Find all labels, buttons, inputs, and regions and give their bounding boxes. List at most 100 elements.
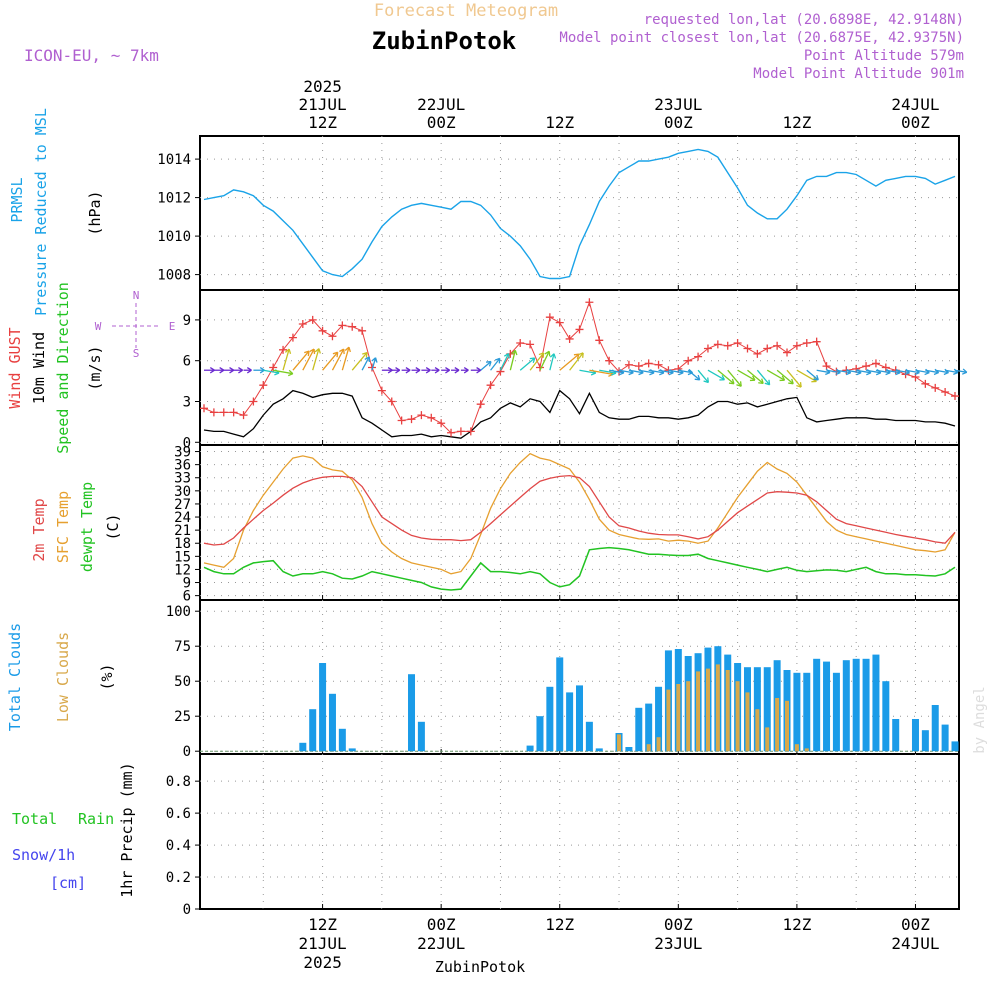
bottom-axis-label: 00Z — [427, 915, 456, 934]
wind-arrow-head — [549, 353, 557, 359]
series-line-10m-wind — [203, 389, 956, 439]
side-label-10m-wind: 10m Wind — [30, 332, 48, 404]
panel-frame — [199, 753, 960, 910]
y-axis-label: (m/s) — [86, 345, 104, 390]
bottom-axis-label: 24JUL — [891, 934, 939, 953]
bar-low-clouds — [666, 689, 671, 752]
compass-s: S — [133, 347, 140, 360]
panel-wind: 0 3 6 9 Wind GUST 10m Wind Speed and Direction… — [6, 282, 968, 454]
gust-marker — [298, 319, 307, 328]
wind-arrow — [371, 357, 377, 371]
y-tick-label: 24 — [174, 510, 191, 526]
y-tick-label: 50 — [174, 674, 191, 690]
wind-arrow — [312, 348, 320, 371]
bar-low-clouds — [785, 700, 790, 752]
side-label-wind-speed-dir: Speed and Direction — [54, 282, 72, 454]
gust-marker — [259, 381, 268, 390]
gust-marker — [931, 383, 940, 392]
wind-arrow — [747, 369, 764, 384]
bar-low-clouds — [686, 681, 691, 752]
bar-total-clouds — [911, 719, 919, 752]
location-title: ZubinPotok — [372, 27, 517, 55]
bar-total-clouds — [625, 747, 633, 752]
y-tick-label: 6 — [183, 589, 191, 605]
bottom-axis-label: 00Z — [901, 915, 930, 934]
wind-arrow-head — [219, 366, 225, 374]
wind-arrow-head — [485, 360, 492, 367]
side-label-snow: Snow/1h — [12, 846, 75, 864]
info-line-3: Point Altitude 579m — [804, 48, 964, 64]
wind-arrow — [263, 369, 280, 374]
bar-total-clouds — [595, 748, 603, 752]
series-line-sfc-temp — [203, 452, 956, 575]
gust-marker — [733, 339, 742, 348]
wind-arrow — [273, 369, 293, 375]
wind-arrow — [707, 369, 725, 381]
y-tick-label: 100 — [166, 604, 191, 620]
bar-total-clouds — [566, 692, 574, 752]
top-axis-label: 00Z — [427, 113, 456, 132]
gust-marker — [367, 363, 376, 372]
wind-arrow — [322, 351, 339, 371]
bar-low-clouds — [646, 744, 651, 752]
gust-marker — [456, 427, 465, 436]
wind-arrow-head — [813, 374, 819, 381]
wind-arrow-head — [238, 366, 243, 374]
bar-total-clouds — [941, 724, 949, 752]
top-axis-label: 22JUL — [417, 95, 465, 114]
gust-marker — [723, 341, 732, 350]
wind-arrow — [885, 369, 901, 374]
wind-arrow — [609, 369, 625, 374]
wind-arrow — [490, 357, 501, 371]
bar-total-clouds — [655, 686, 663, 752]
bar-low-clouds — [745, 692, 750, 752]
wind-arrow-head — [229, 366, 235, 374]
wind-arrow-head — [736, 381, 742, 387]
bar-low-clouds — [804, 748, 809, 752]
gust-marker — [585, 298, 594, 307]
bar-low-clouds — [617, 734, 622, 752]
bar-total-clouds — [556, 657, 564, 752]
wind-arrow — [836, 369, 851, 374]
info-line-1: requested lon,lat (20.6898E, 42.9148N) — [644, 12, 964, 28]
side-label-cm: [cm] — [50, 874, 86, 892]
bar-total-clouds — [576, 685, 583, 752]
y-tick-label: 1012 — [157, 191, 191, 207]
bar-total-clouds — [585, 721, 593, 752]
wind-arrow — [865, 369, 881, 374]
y-tick-label: 0.8 — [166, 774, 191, 790]
wind-arrow — [697, 369, 709, 383]
bottom-axis-label: 2025 — [303, 953, 342, 972]
wind-arrow-head — [538, 352, 545, 358]
gust-marker — [526, 340, 535, 349]
gust-marker — [249, 397, 258, 406]
bar-total-clouds — [803, 672, 811, 752]
bottom-axis-label: 22JUL — [417, 934, 465, 953]
y-tick-label: 0 — [183, 744, 191, 760]
side-label-gust: Wind GUST — [6, 327, 24, 408]
wind-arrow — [499, 353, 510, 371]
series-line-2m-temp — [203, 474, 956, 546]
bar-total-clouds — [842, 660, 850, 752]
wind-arrow — [717, 369, 735, 385]
panels: 1008 1010 1012 1014 PRMSL Pressure Reduced to… — [6, 108, 968, 918]
wind-arrow-head — [425, 366, 431, 374]
bottom-axis-label: 12Z — [308, 915, 337, 934]
wind-arrow — [737, 369, 756, 381]
super-title: Forecast Meteogram — [374, 1, 558, 21]
gust-marker — [881, 363, 890, 372]
bar-total-clouds — [892, 719, 900, 752]
bar-total-clouds — [536, 716, 544, 752]
compass-n: N — [133, 289, 140, 302]
y-axis-label: (%) — [98, 663, 116, 690]
bar-low-clouds — [715, 664, 720, 752]
top-axis-label: 21JUL — [298, 95, 346, 114]
gust-marker — [694, 352, 703, 361]
bar-total-clouds — [862, 658, 870, 752]
gust-marker — [516, 339, 525, 348]
gust-marker — [921, 379, 930, 388]
top-axis-label: 12Z — [782, 113, 811, 132]
side-label-prmsl: PRMSL — [8, 177, 26, 222]
top-axis-label: 23JUL — [654, 95, 702, 114]
wind-arrow-head — [445, 366, 451, 374]
